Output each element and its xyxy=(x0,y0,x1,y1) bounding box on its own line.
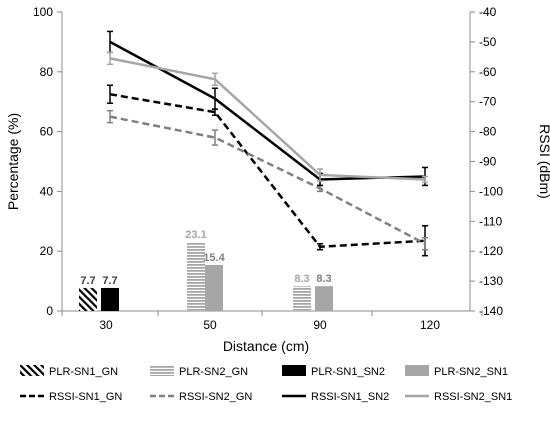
legend-label: RSSI-SN2_GN xyxy=(179,391,252,403)
bar-plr-sn1-sn2 xyxy=(101,287,119,311)
bar-data-label: 8.3 xyxy=(316,273,331,285)
bar-data-label: 23.1 xyxy=(185,229,206,241)
x-axis-title: Distance (cm) xyxy=(223,338,309,354)
legend-label: PLR-SN1_GN xyxy=(49,366,118,378)
left-tick-label: 0 xyxy=(46,304,53,318)
x-tick-label: 50 xyxy=(203,318,217,332)
legend-label: RSSI-SN1_GN xyxy=(49,391,122,403)
bar-plr-sn2-sn1 xyxy=(315,286,333,311)
right-tick-label: -60 xyxy=(479,65,497,79)
right-tick-label: -80 xyxy=(479,125,497,139)
legend-swatch-plr-sn1-gn xyxy=(20,365,44,376)
right-axis-title: RSSI (dBm) xyxy=(537,124,550,199)
right-tick-label: -50 xyxy=(479,35,497,49)
bar-data-label: 7.7 xyxy=(102,275,117,287)
right-tick-label: -140 xyxy=(479,304,503,318)
series-line-rssi-sn1-sn2 xyxy=(109,40,426,181)
right-tick-label: -70 xyxy=(479,95,497,109)
left-tick-label: 40 xyxy=(40,184,54,198)
legend-label: PLR-SN1_SN2 xyxy=(311,366,385,378)
legend-swatch-plr-sn2-sn1 xyxy=(405,365,429,376)
legend-label: RSSI-SN2_SN1 xyxy=(434,391,512,403)
series-line-rssi-sn1-gn xyxy=(109,92,426,249)
x-tick-label: 90 xyxy=(313,318,327,332)
right-tick-label: -110 xyxy=(479,214,502,228)
left-axis-title: Percentage (%) xyxy=(5,113,21,210)
left-tick-label: 100 xyxy=(33,5,53,19)
bar-data-label: 8.3 xyxy=(294,273,309,285)
left-tick-label: 60 xyxy=(40,125,54,139)
left-tick-label: 80 xyxy=(40,65,54,79)
legend-label: PLR-SN2_GN xyxy=(179,366,248,378)
x-tick-label: 30 xyxy=(99,318,113,332)
bar-data-label: 15.4 xyxy=(203,252,225,264)
right-tick-label: -40 xyxy=(479,5,497,19)
left-tick-label: 20 xyxy=(40,244,54,258)
legend-label: PLR-SN2_SN1 xyxy=(434,366,508,378)
bar-plr-sn2-gn xyxy=(187,241,205,311)
legend-label: RSSI-SN1_SN2 xyxy=(311,391,389,403)
right-tick-label: -130 xyxy=(479,274,503,288)
right-tick-label: -100 xyxy=(479,184,503,198)
series-line-rssi-sn2-gn xyxy=(109,115,426,245)
bar-data-label: 7.7 xyxy=(80,275,95,287)
legend-swatch-plr-sn1-sn2 xyxy=(282,365,306,376)
bar-plr-sn2-sn1 xyxy=(205,264,223,311)
x-tick-label: 120 xyxy=(420,318,440,332)
right-tick-label: -120 xyxy=(479,244,503,258)
right-tick-label: -90 xyxy=(479,155,497,169)
series-line-rssi-sn2-sn1 xyxy=(109,57,426,181)
legend-swatch-plr-sn2-gn xyxy=(150,365,174,376)
bar-plr-sn2-gn xyxy=(293,286,311,311)
bar-plr-sn1-gn xyxy=(79,287,97,311)
